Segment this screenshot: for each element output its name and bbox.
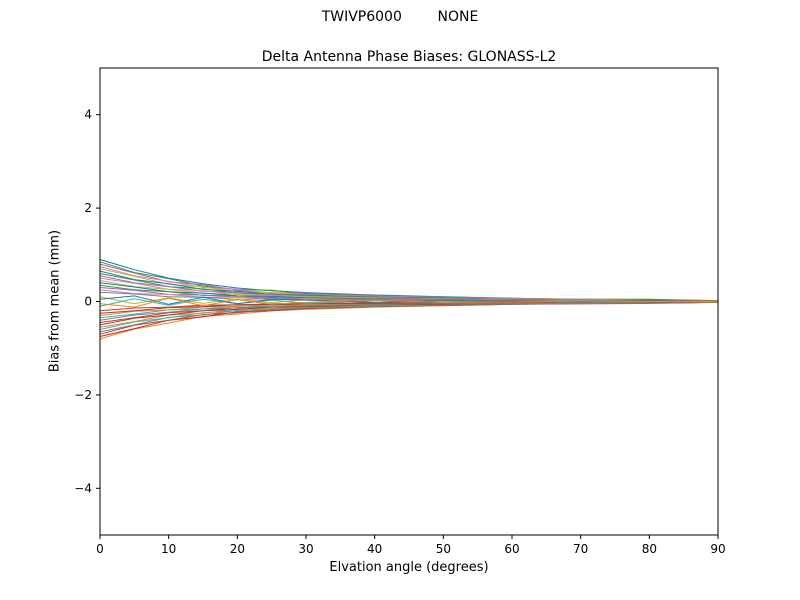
figure-suptitle: TWIVP6000 NONE <box>321 9 479 25</box>
y-tick-label: −4 <box>74 481 92 495</box>
x-tick-label: 40 <box>367 542 382 556</box>
x-tick-label: 80 <box>642 542 657 556</box>
x-axis-label: Elvation angle (degrees) <box>329 560 489 575</box>
y-tick-label: 0 <box>84 295 92 309</box>
y-tick-label: 4 <box>84 108 92 122</box>
series-line <box>99 295 719 305</box>
x-tick-label: 70 <box>573 542 588 556</box>
x-tick-label: 0 <box>96 542 104 556</box>
y-tick-label: −2 <box>74 388 92 402</box>
series-line <box>99 297 718 308</box>
y-tick-label: 2 <box>84 201 92 215</box>
x-tick-label: 10 <box>161 542 176 556</box>
x-tick-label: 20 <box>230 542 245 556</box>
chart-title: Delta Antenna Phase Biases: GLONASS-L2 <box>261 49 557 65</box>
x-tick-label: 30 <box>298 542 313 556</box>
y-axis-label: Bias from mean (mm) <box>47 229 63 373</box>
x-tick-label: 90 <box>710 542 725 556</box>
x-tick-label: 50 <box>436 542 451 556</box>
x-tick-label: 60 <box>504 542 519 556</box>
